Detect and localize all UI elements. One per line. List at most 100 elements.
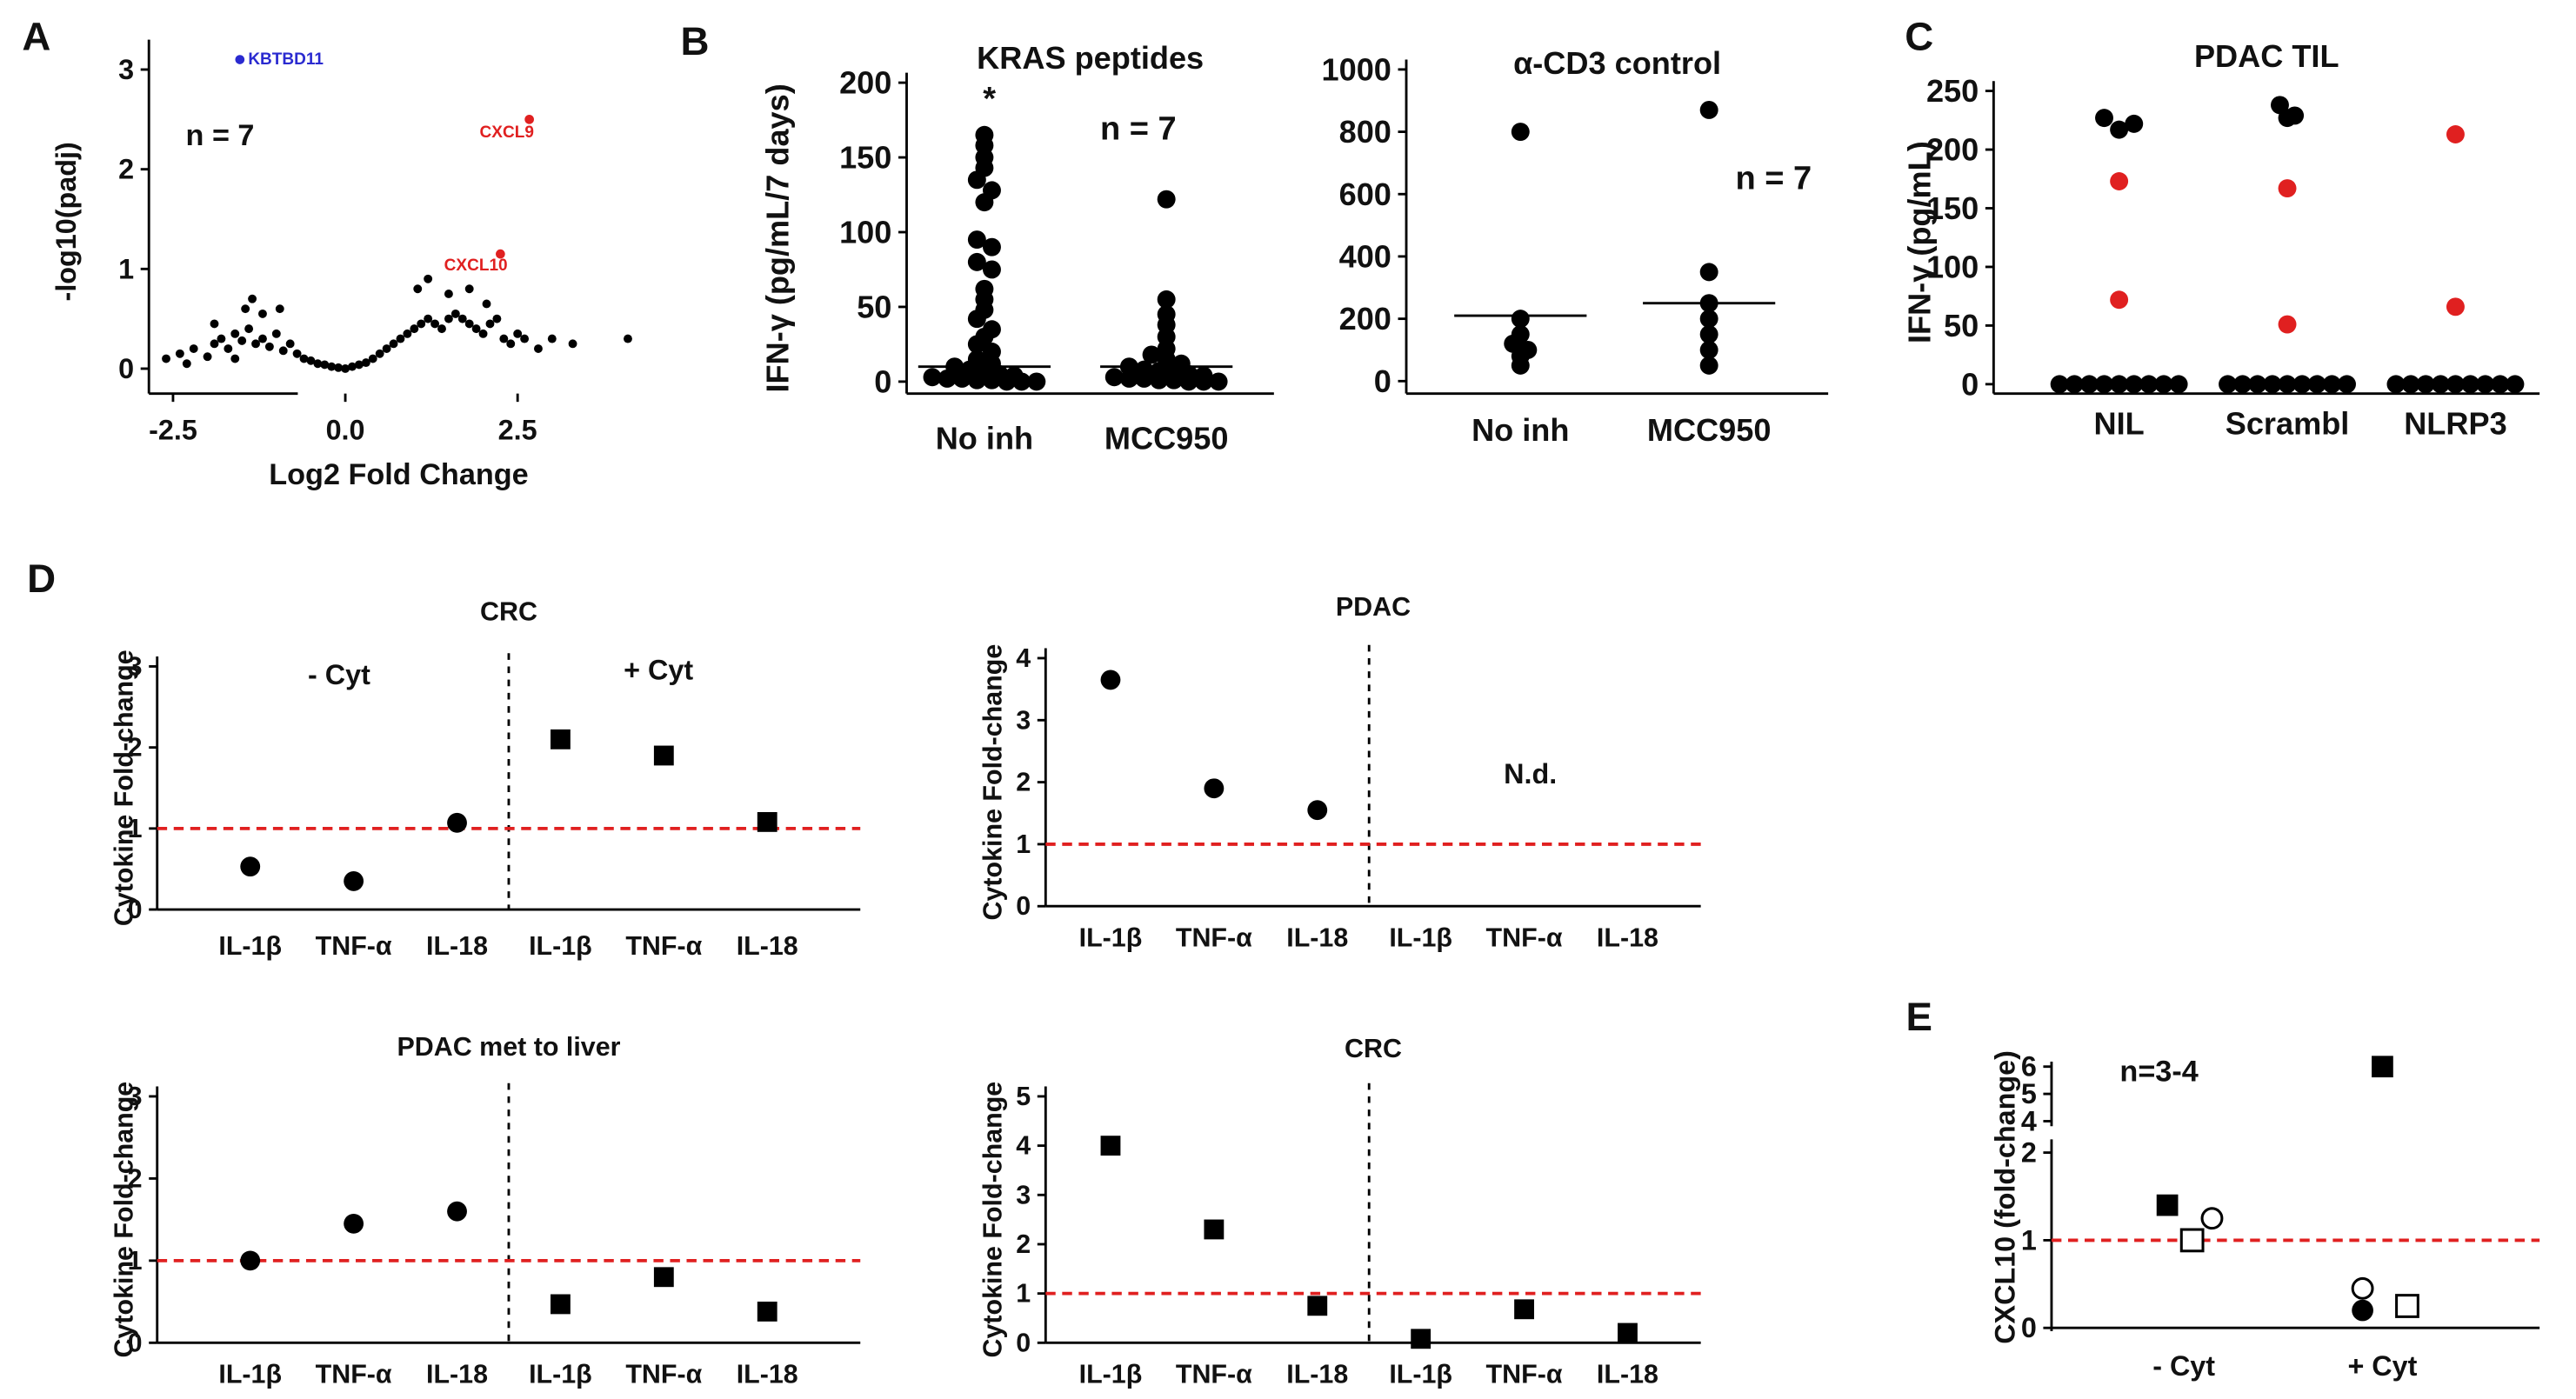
point [368, 354, 377, 363]
x-tick-label: IL-18 [426, 931, 488, 961]
marker [2352, 1299, 2373, 1322]
marker [1618, 1322, 1638, 1343]
marker [2110, 172, 2129, 190]
point [424, 274, 433, 283]
marker [757, 1302, 777, 1322]
marker [1511, 310, 1530, 329]
highlight-point [496, 249, 505, 259]
marker [2338, 375, 2356, 394]
point [278, 346, 288, 356]
panel-label: E [1906, 995, 1932, 1039]
point [203, 352, 212, 362]
point [457, 314, 467, 323]
y-tick-label: 150 [839, 140, 891, 176]
y-axis-label: Cytokine Fold-change [978, 644, 1007, 921]
point [547, 334, 557, 343]
marker [1307, 1296, 1328, 1316]
marker [1100, 1136, 1121, 1156]
marker [967, 335, 986, 354]
point [624, 334, 632, 343]
marker [2351, 1276, 2374, 1300]
point [230, 354, 240, 363]
marker [2372, 1056, 2393, 1078]
marker [967, 370, 986, 390]
marker [2446, 297, 2465, 316]
y-tick-label: 0 [874, 363, 891, 399]
marker [2401, 375, 2420, 394]
point [244, 324, 254, 334]
marker [2446, 125, 2465, 143]
point [175, 349, 184, 358]
marker [952, 369, 971, 388]
marker [1511, 123, 1530, 142]
point [354, 360, 364, 370]
y-tick-label: 4 [1016, 1131, 1031, 1161]
y-axis-label: IFN-γ (pg/mL) [1901, 141, 1937, 343]
point [568, 339, 577, 349]
marker [447, 812, 467, 833]
x-tick-label: No inh [1472, 412, 1569, 448]
marker [967, 170, 986, 190]
x-tick-label: No inh [936, 421, 1033, 456]
marker [2050, 375, 2069, 394]
y-tick-label: 1 [118, 253, 134, 284]
x-tick-label: IL-1β [1079, 1359, 1143, 1389]
point [506, 339, 516, 349]
point [389, 339, 398, 349]
y-axis-label: IFN-γ (pg/mL/7 days) [760, 83, 796, 392]
point [275, 304, 284, 314]
point [437, 324, 446, 334]
x-tick-label: TNF-α [625, 931, 702, 961]
point [299, 354, 309, 363]
point [396, 334, 405, 343]
y-tick-label: 1 [2021, 1224, 2037, 1256]
marker [1150, 370, 1169, 390]
marker [653, 745, 674, 766]
marker [447, 1201, 467, 1222]
marker [975, 193, 994, 212]
point [258, 334, 267, 343]
marker [1104, 368, 1124, 387]
marker [2110, 120, 2129, 139]
y-tick-label: 5 [2021, 1078, 2037, 1109]
x-tick-label: TNF-α [1486, 923, 1563, 952]
annotation: + Cyt [624, 654, 693, 685]
y-tick-label: 200 [1926, 132, 1979, 168]
marker [967, 230, 986, 250]
marker [757, 811, 777, 832]
marker [1027, 372, 1046, 391]
marker [1135, 369, 1153, 388]
marker [967, 310, 986, 329]
annotation: n = 7 [1100, 110, 1177, 147]
x-tick-label: MCC950 [1647, 412, 1772, 448]
x-tick-label: IL-18 [737, 1359, 798, 1389]
point [210, 319, 219, 329]
marker [1157, 190, 1176, 209]
marker [2506, 375, 2525, 394]
marker [2386, 375, 2406, 394]
x-tick-label: IL-18 [1286, 1359, 1348, 1389]
marker [1100, 670, 1121, 690]
marker [2278, 179, 2297, 198]
point [348, 362, 357, 371]
marker [1209, 372, 1228, 391]
y-tick-label: 2 [118, 154, 134, 185]
point [424, 314, 433, 323]
point [248, 294, 257, 303]
point [533, 344, 543, 353]
marker [344, 1213, 364, 1234]
chart-title: CRC [480, 597, 537, 627]
x-tick-label: IL-1β [1079, 923, 1143, 952]
gene-label: CXCL9 [480, 123, 534, 142]
chart-title: CRC [1345, 1034, 1402, 1063]
x-tick-label: 2.5 [498, 414, 537, 445]
x-tick-label: IL-1β [218, 1359, 282, 1389]
marker [1411, 1329, 1431, 1349]
y-tick-label: 6 [2021, 1051, 2037, 1083]
x-axis-label: Log2 Fold Change [269, 458, 528, 491]
y-tick-label: 150 [1926, 190, 1979, 226]
y-tick-label: 0 [2021, 1312, 2037, 1343]
y-tick-label: 250 [1926, 73, 1979, 109]
